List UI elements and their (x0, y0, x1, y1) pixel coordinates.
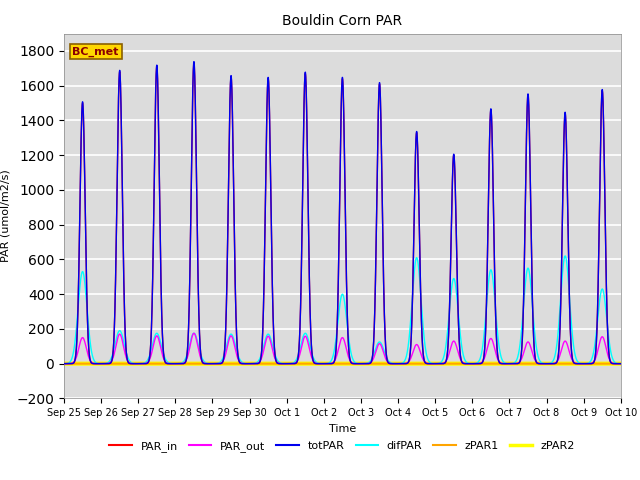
Text: BC_met: BC_met (72, 47, 119, 57)
Y-axis label: PAR (umol/m2/s): PAR (umol/m2/s) (1, 169, 11, 263)
Title: Bouldin Corn PAR: Bouldin Corn PAR (282, 14, 403, 28)
X-axis label: Time: Time (329, 424, 356, 433)
Legend: PAR_in, PAR_out, totPAR, difPAR, zPAR1, zPAR2: PAR_in, PAR_out, totPAR, difPAR, zPAR1, … (105, 437, 580, 456)
